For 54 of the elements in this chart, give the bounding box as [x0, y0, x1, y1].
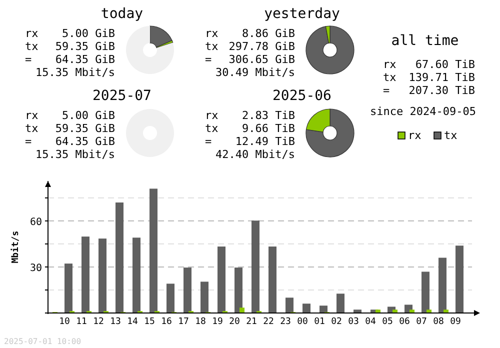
x-tick-label: 23: [280, 317, 291, 327]
x-tick-label: 16: [161, 317, 172, 327]
text: = 306.65 GiB: [205, 53, 295, 66]
text: = 207.30 TiB: [383, 84, 475, 97]
x-tick-label: 06: [399, 317, 410, 327]
x-tick-label: 04: [365, 317, 376, 327]
text: 42.40 Mbit/s: [216, 148, 295, 161]
text: tx 59.35 GiB: [25, 122, 115, 135]
text: 15.35 Mbit/s: [36, 66, 115, 79]
x-tick-label: 11: [76, 317, 87, 327]
text: 15.35 Mbit/s: [36, 148, 115, 161]
x-tick-label: 22: [263, 317, 274, 327]
x-tick-label: 20: [229, 317, 240, 327]
text: = 12.49 TiB: [205, 135, 295, 148]
text: tx 139.71 TiB: [383, 71, 476, 84]
chart-title: today: [100, 6, 144, 22]
x-tick-label: 00: [297, 317, 308, 327]
x-tick-label: 01: [314, 317, 325, 327]
text: since 2024-09-05: [370, 105, 476, 118]
legend-label: rx: [408, 129, 422, 142]
x-tick-label: 05: [382, 317, 393, 327]
x-tick-label: 14: [127, 317, 138, 327]
text: rx 5.00 GiB: [25, 27, 115, 40]
x-tick-label: 10: [59, 317, 70, 327]
x-tick-label: 03: [348, 317, 359, 327]
x-tick-label: 09: [450, 317, 461, 327]
text: tx 297.78 GiB: [205, 40, 296, 53]
x-tick-label: 19: [212, 317, 223, 327]
text: tx 59.35 GiB: [25, 40, 115, 53]
text: all time: [391, 33, 459, 49]
x-tick-label: 07: [416, 317, 427, 327]
x-tick-label: 08: [433, 317, 444, 327]
x-tick-label: 12: [93, 317, 104, 327]
text: rx 8.86 GiB: [205, 27, 295, 40]
x-tick-label: 15: [144, 317, 155, 327]
x-tick-label: 21: [246, 317, 257, 327]
text: rx 2.83 TiB: [205, 109, 295, 122]
text: = 64.35 GiB: [25, 53, 115, 66]
chart-title: yesterday: [264, 6, 340, 22]
y-tick-label: 60: [30, 216, 42, 228]
text: 30.49 Mbit/s: [216, 66, 295, 79]
y-axis-title: Mbit/s: [10, 230, 21, 264]
x-tick-label: 17: [178, 317, 189, 327]
legend-label: tx: [444, 129, 458, 142]
text: rx 67.60 TiB: [383, 58, 475, 71]
x-tick-label: 02: [331, 317, 342, 327]
chart-title: 2025-07: [92, 88, 152, 104]
text: = 64.35 GiB: [25, 135, 115, 148]
x-tick-label: 18: [195, 317, 206, 327]
y-tick-label: 30: [30, 262, 42, 274]
x-tick-label: 13: [110, 317, 121, 327]
text: rx 5.00 GiB: [25, 109, 115, 122]
text: tx 9.66 TiB: [205, 122, 295, 135]
chart-title: 2025-06: [272, 88, 332, 104]
